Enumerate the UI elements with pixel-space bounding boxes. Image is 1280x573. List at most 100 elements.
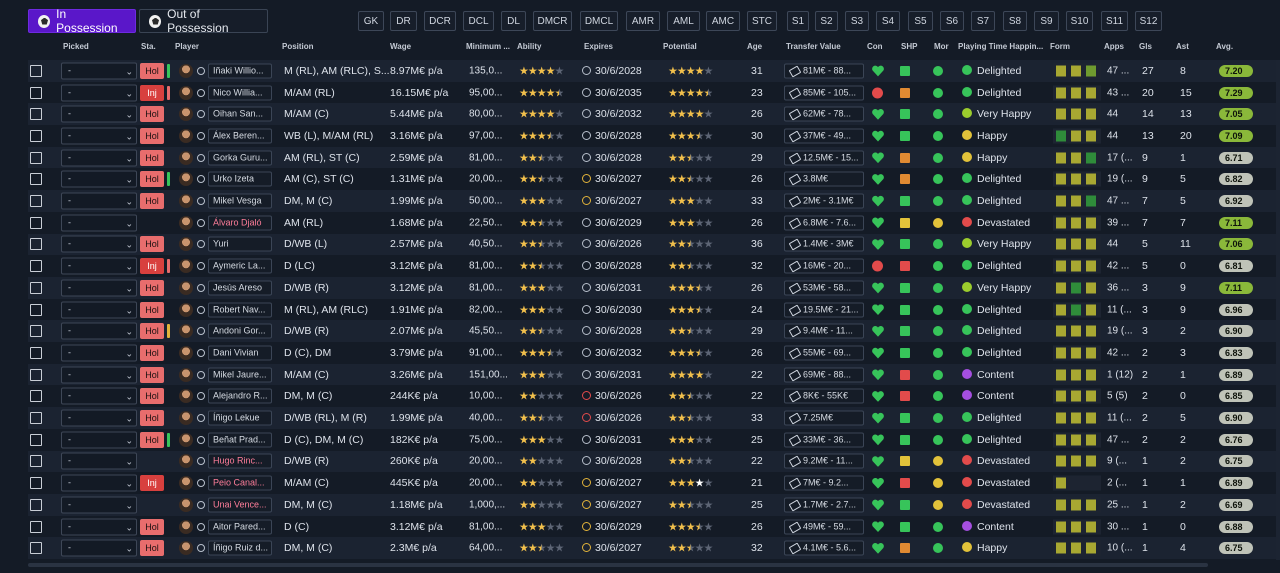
- select-checkbox[interactable]: [30, 86, 42, 99]
- table-row[interactable]: - ⌄ Hol Dani Vivian D (C), DM 3.79M€ p/a 91,00…: [28, 342, 1278, 364]
- status-badge[interactable]: Hol: [140, 127, 164, 144]
- filter-amr[interactable]: AMR: [626, 11, 660, 31]
- player-name[interactable]: Urko Izeta: [208, 171, 272, 187]
- col-position[interactable]: Position: [282, 42, 314, 51]
- col-mor[interactable]: Mor: [934, 42, 949, 51]
- filter-s5[interactable]: S5: [908, 11, 933, 31]
- picked-dropdown[interactable]: - ⌄: [61, 452, 137, 470]
- col-ability[interactable]: Ability: [517, 42, 542, 51]
- col-goals[interactable]: Gls: [1139, 42, 1152, 51]
- transfer-value[interactable]: 7M€ - 9.2...: [784, 475, 864, 491]
- horizontal-scrollbar[interactable]: [28, 563, 1208, 567]
- select-checkbox[interactable]: [30, 238, 42, 251]
- table-row[interactable]: - ⌄ Hol Yuri D/WB (L) 2.57M€ p/a 40,50... ★★★★★…: [28, 233, 1278, 256]
- picked-dropdown[interactable]: - ⌄: [61, 62, 137, 80]
- picked-dropdown[interactable]: - ⌄: [61, 235, 137, 253]
- status-badge[interactable]: Hol: [140, 279, 164, 296]
- player-name[interactable]: Iñaki Willio...: [208, 63, 272, 79]
- select-checkbox[interactable]: [30, 498, 42, 511]
- transfer-value[interactable]: 49M€ - 59...: [784, 519, 864, 535]
- filter-dmcl[interactable]: DMCL: [580, 11, 618, 31]
- select-checkbox[interactable]: [30, 390, 42, 403]
- table-row[interactable]: - ⌄ Hol Mikel Vesga DM, M (C) 1.99M€ p/a 50,00…: [28, 190, 1278, 212]
- col-expires[interactable]: Expires: [584, 42, 613, 51]
- filter-dl[interactable]: DL: [501, 11, 526, 31]
- picked-dropdown[interactable]: - ⌄: [61, 279, 137, 297]
- select-checkbox[interactable]: [30, 173, 42, 186]
- select-checkbox[interactable]: [30, 281, 42, 294]
- select-checkbox[interactable]: [30, 346, 42, 359]
- picked-dropdown[interactable]: - ⌄: [61, 105, 137, 123]
- picked-dropdown[interactable]: - ⌄: [61, 539, 137, 557]
- transfer-value[interactable]: 16M€ - 20...: [784, 258, 864, 274]
- player-name[interactable]: Mikel Vesga: [208, 193, 272, 209]
- picked-dropdown[interactable]: - ⌄: [61, 214, 137, 232]
- player-name[interactable]: Oihan San...: [208, 106, 272, 122]
- player-name[interactable]: Mikel Jaure...: [208, 367, 272, 383]
- status-badge[interactable]: Hol: [140, 323, 164, 340]
- col-potential[interactable]: Potential: [663, 42, 697, 51]
- status-badge[interactable]: Hol: [140, 410, 164, 427]
- table-row[interactable]: - ⌄ Unai Vence... DM, M (C) 1.18M€ p/a 1,000,…: [28, 494, 1278, 516]
- transfer-value[interactable]: 3.8M€: [784, 171, 864, 187]
- select-checkbox[interactable]: [30, 477, 42, 490]
- transfer-value[interactable]: 85M€ - 105...: [784, 85, 864, 101]
- col-wage[interactable]: Wage: [390, 42, 412, 51]
- select-checkbox[interactable]: [30, 108, 42, 121]
- transfer-value[interactable]: 1.4M€ - 3M€: [784, 236, 864, 252]
- col-status[interactable]: Sta.: [141, 42, 156, 51]
- col-player[interactable]: Player: [175, 42, 200, 51]
- filter-gk[interactable]: GK: [358, 11, 384, 31]
- select-checkbox[interactable]: [30, 368, 42, 381]
- table-row[interactable]: - ⌄ Hugo Rinc... D/WB (R) 260K€ p/a 20,00... ★…: [28, 450, 1278, 473]
- filter-s11[interactable]: S11: [1101, 11, 1128, 31]
- picked-dropdown[interactable]: - ⌄: [61, 409, 137, 427]
- select-checkbox[interactable]: [30, 542, 42, 555]
- table-row[interactable]: - ⌄ Hol Robert Nav... M (RL), AM (RLC) 1.91M€…: [28, 299, 1278, 321]
- select-checkbox[interactable]: [30, 520, 42, 533]
- player-name[interactable]: Aitor Pared...: [208, 519, 272, 535]
- picked-dropdown[interactable]: - ⌄: [61, 127, 137, 145]
- filter-s7[interactable]: S7: [971, 11, 995, 31]
- col-age[interactable]: Age: [747, 42, 763, 51]
- filter-s9[interactable]: S9: [1034, 11, 1059, 31]
- transfer-value[interactable]: 2M€ - 3.1M€: [784, 193, 864, 209]
- picked-dropdown[interactable]: - ⌄: [61, 257, 137, 275]
- player-name[interactable]: Unai Vence...: [208, 497, 272, 513]
- table-row[interactable]: - ⌄ Hol Alejandro R... DM, M (C) 244K€ p/a 10,…: [28, 386, 1278, 408]
- col-apps[interactable]: Apps: [1104, 42, 1124, 51]
- filter-s3[interactable]: S3: [845, 11, 869, 31]
- select-checkbox[interactable]: [30, 260, 42, 273]
- transfer-value[interactable]: 8K€ - 55K€: [784, 388, 864, 404]
- select-checkbox[interactable]: [30, 151, 42, 164]
- transfer-value[interactable]: 1.7M€ - 2.7...: [784, 497, 864, 513]
- select-checkbox[interactable]: [30, 195, 42, 208]
- picked-dropdown[interactable]: - ⌄: [61, 322, 137, 340]
- transfer-value[interactable]: 81M€ - 88...: [784, 63, 864, 79]
- tab-in-possession[interactable]: In Possession: [28, 7, 136, 35]
- filter-dmcr[interactable]: DMCR: [533, 11, 572, 31]
- filter-s8[interactable]: S8: [1003, 11, 1027, 31]
- select-checkbox[interactable]: [30, 412, 42, 425]
- filter-dcl[interactable]: DCL: [463, 11, 494, 31]
- status-badge[interactable]: Hol: [140, 171, 164, 188]
- player-name[interactable]: Andoni Gor...: [208, 323, 272, 339]
- status-badge[interactable]: Hol: [140, 388, 164, 405]
- status-badge[interactable]: Hol: [140, 106, 164, 123]
- picked-dropdown[interactable]: - ⌄: [61, 366, 137, 384]
- filter-s2[interactable]: S2: [815, 11, 838, 31]
- status-badge[interactable]: Hol: [140, 301, 164, 318]
- filter-s10[interactable]: S10: [1066, 11, 1093, 31]
- transfer-value[interactable]: 33M€ - 36...: [784, 432, 864, 448]
- col-con[interactable]: Con: [867, 42, 883, 51]
- filter-s1[interactable]: S1: [787, 11, 809, 31]
- table-row[interactable]: - ⌄ Hol Álex Beren... WB (L), M/AM (RL) 3.16M…: [28, 125, 1278, 147]
- transfer-value[interactable]: 7.25M€: [784, 410, 864, 426]
- col-shp[interactable]: SHP: [901, 42, 918, 51]
- transfer-value[interactable]: 62M€ - 78...: [784, 106, 864, 122]
- status-badge[interactable]: Hol: [140, 62, 164, 79]
- filter-amc[interactable]: AMC: [706, 11, 740, 31]
- select-checkbox[interactable]: [30, 433, 42, 446]
- player-name[interactable]: Gorka Guru...: [208, 150, 272, 166]
- status-badge[interactable]: Hol: [140, 344, 164, 361]
